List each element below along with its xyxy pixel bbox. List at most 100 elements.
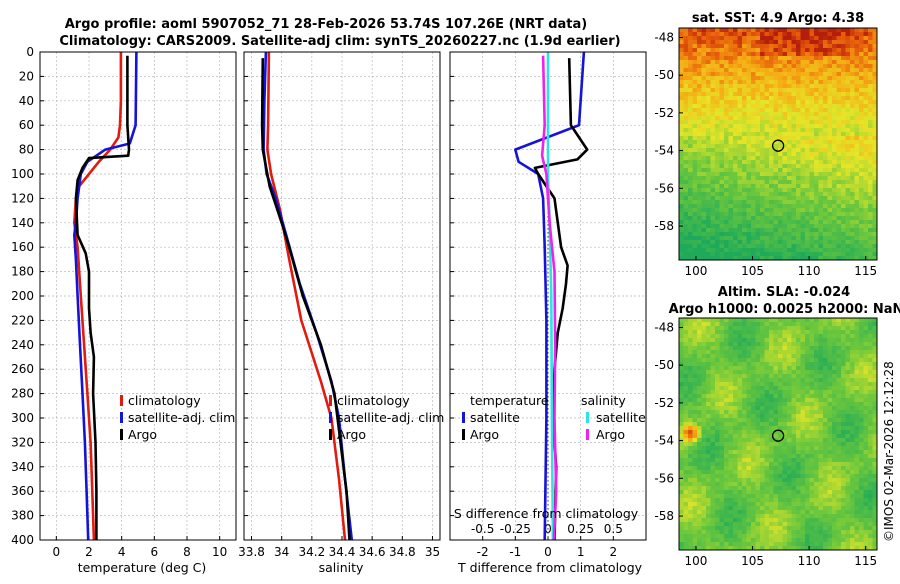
map-cell (706, 96, 711, 100)
map-cell (684, 402, 689, 406)
map-cell (864, 56, 869, 60)
map-cell (774, 216, 779, 220)
map-cell (864, 204, 869, 208)
map-cell (832, 482, 837, 486)
map-cell (715, 152, 720, 156)
map-cell (751, 232, 756, 236)
map-cell (805, 370, 810, 374)
map-cell (724, 370, 729, 374)
map-cell (733, 240, 738, 244)
map-cell (778, 410, 783, 414)
map-cell (778, 326, 783, 330)
map-cell (796, 148, 801, 152)
map-cell (846, 228, 851, 232)
map-cell (787, 56, 792, 60)
map-cell (715, 164, 720, 168)
map-cell (697, 390, 702, 394)
map-cell (729, 326, 734, 330)
map-cell (774, 458, 779, 462)
map-cell (720, 330, 725, 334)
map-cell (774, 410, 779, 414)
map-cell (769, 216, 774, 220)
map-cell (769, 100, 774, 104)
map-cell (796, 36, 801, 40)
s-diff-tick-label: -0.25 (500, 522, 531, 536)
map-cell (792, 446, 797, 450)
map-cell (855, 64, 860, 68)
map-cell (837, 40, 842, 44)
map-cell (787, 192, 792, 196)
map-cell (684, 156, 689, 160)
map-cell (864, 414, 869, 418)
map-cell (828, 478, 833, 482)
map-cell (864, 84, 869, 88)
map-cell (742, 204, 747, 208)
map-cell (679, 32, 684, 36)
map-cell (711, 136, 716, 140)
map-cell (837, 76, 842, 80)
map-cell (823, 68, 828, 72)
map-cell (841, 510, 846, 514)
map-cell (778, 216, 783, 220)
map-cell (715, 176, 720, 180)
map-cell (819, 88, 824, 92)
map-cell (841, 48, 846, 52)
depth-tick-label: 200 (11, 289, 34, 303)
map-cell (864, 474, 869, 478)
map-cell (706, 44, 711, 48)
map-cell (733, 184, 738, 188)
map-cell (783, 216, 788, 220)
map-cell (711, 382, 716, 386)
map-cell (796, 378, 801, 382)
map-cell (693, 100, 698, 104)
map-cell (765, 378, 770, 382)
map-cell (801, 334, 806, 338)
map-cell (756, 136, 761, 140)
map-cell (783, 462, 788, 466)
map-cell (801, 80, 806, 84)
map-cell (828, 84, 833, 88)
map-cell (760, 378, 765, 382)
map-cell (814, 104, 819, 108)
map-cell (864, 462, 869, 466)
map-cell (787, 236, 792, 240)
map-cell (729, 84, 734, 88)
map-cell (787, 454, 792, 458)
map-cell (747, 32, 752, 36)
map-cell (855, 474, 860, 478)
map-cell (823, 374, 828, 378)
map-cell (841, 370, 846, 374)
map-cell (697, 354, 702, 358)
map-cell (711, 374, 716, 378)
map-cell (823, 486, 828, 490)
map-cell (828, 92, 833, 96)
map-cell (805, 236, 810, 240)
map-cell (702, 200, 707, 204)
map-cell (715, 240, 720, 244)
map-cell (697, 212, 702, 216)
map-cell (774, 422, 779, 426)
x-tick-label: 34.6 (359, 545, 386, 559)
map-cell (693, 322, 698, 326)
map-cell (720, 52, 725, 56)
map-cell (688, 232, 693, 236)
map-cell (684, 104, 689, 108)
map-cell (769, 418, 774, 422)
depth-tick-label: 100 (11, 167, 34, 181)
map-cell (711, 192, 716, 196)
depth-tick-label: 40 (19, 94, 34, 108)
map-cell (792, 470, 797, 474)
map-cell (819, 490, 824, 494)
map-cell (832, 112, 837, 116)
map-cell (751, 56, 756, 60)
map-cell (859, 350, 864, 354)
map-cell (787, 52, 792, 56)
map-cell (697, 394, 702, 398)
map-cell (724, 342, 729, 346)
map-cell (697, 422, 702, 426)
map-cell (837, 60, 842, 64)
map-cell (715, 228, 720, 232)
map-cell (715, 470, 720, 474)
map-cell (684, 244, 689, 248)
map-cell (751, 220, 756, 224)
